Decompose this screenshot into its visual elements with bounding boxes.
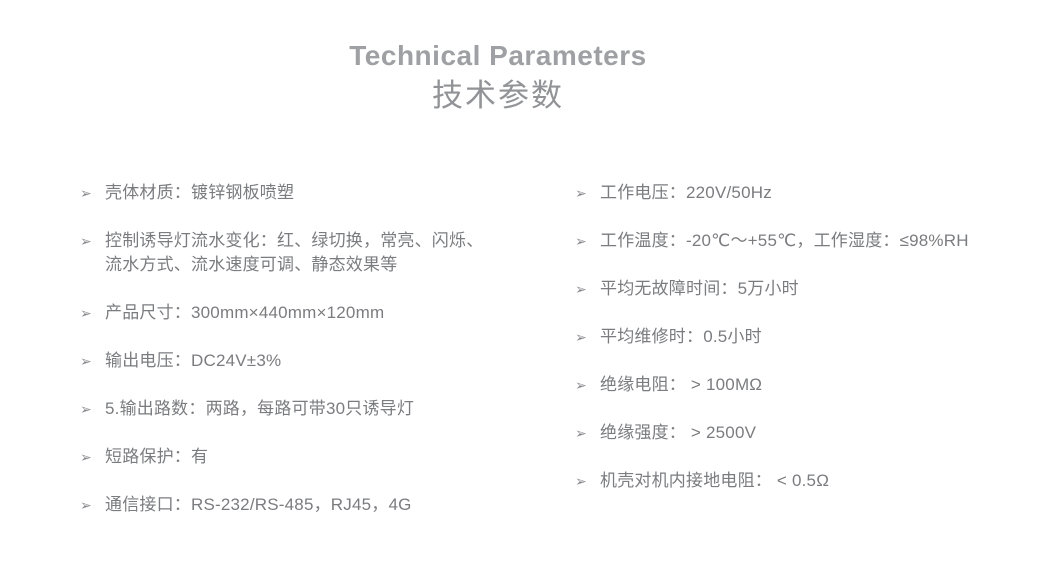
arrow-bullet-icon: ➢ xyxy=(575,473,587,489)
spec-item-text: 绝缘电阻： > 100MΩ xyxy=(600,375,763,394)
spec-item-mean-repair-time: ➢ 平均维修时：0.5小时 xyxy=(575,325,1045,349)
arrow-bullet-icon: ➢ xyxy=(80,305,92,321)
spec-item-working-temperature: ➢ 工作温度：-20℃～+55℃，工作湿度：≤98%RH xyxy=(575,229,1045,253)
arrow-bullet-icon: ➢ xyxy=(575,377,587,393)
spec-item-working-voltage: ➢ 工作电压：220V/50Hz xyxy=(575,181,1045,205)
spec-column-left: ➢ 壳体材质：镀锌钢板喷塑 ➢ 控制诱导灯流水变化：红、绿切换，常亮、闪烁、 流… xyxy=(80,181,575,541)
spec-item-text: 机壳对机内接地电阻： < 0.5Ω xyxy=(600,471,830,490)
arrow-bullet-icon: ➢ xyxy=(80,353,92,369)
spec-columns: ➢ 壳体材质：镀锌钢板喷塑 ➢ 控制诱导灯流水变化：红、绿切换，常亮、闪烁、 流… xyxy=(80,181,1045,541)
page-title-chinese: 技术参数 xyxy=(432,78,564,113)
spec-item-output-channels: ➢ 5.输出路数：两路，每路可带30只诱导灯 xyxy=(80,397,575,421)
arrow-bullet-icon: ➢ xyxy=(80,401,92,417)
spec-item-short-circuit-protection: ➢ 短路保护：有 xyxy=(80,445,575,469)
arrow-bullet-icon: ➢ xyxy=(575,329,587,345)
arrow-bullet-icon: ➢ xyxy=(575,425,587,441)
spec-item-text: 5.输出路数：两路，每路可带30只诱导灯 xyxy=(105,399,415,418)
page-title-block: Technical Parameters 技术参数 xyxy=(0,41,996,114)
spec-item-text: 平均维修时：0.5小时 xyxy=(600,327,762,346)
arrow-bullet-icon: ➢ xyxy=(80,497,92,513)
spec-item-output-voltage: ➢ 输出电压：DC24V±3% xyxy=(80,349,575,373)
arrow-bullet-icon: ➢ xyxy=(80,449,92,465)
arrow-bullet-icon: ➢ xyxy=(80,185,92,201)
spec-item-text: 工作温度：-20℃～+55℃，工作湿度：≤98%RH xyxy=(600,231,969,250)
spec-item-text: 壳体材质：镀锌钢板喷塑 xyxy=(105,183,295,202)
arrow-bullet-icon: ➢ xyxy=(575,185,587,201)
spec-item-housing-material: ➢ 壳体材质：镀锌钢板喷塑 xyxy=(80,181,575,205)
spec-item-text: 输出电压：DC24V±3% xyxy=(105,351,282,370)
spec-item-text: 平均无故障时间：5万小时 xyxy=(600,279,799,298)
spec-item-communication-interface: ➢ 通信接口：RS-232/RS-485，RJ45，4G xyxy=(80,493,575,517)
spec-item-text: 绝缘强度： > 2500V xyxy=(600,423,757,442)
spec-item-light-control: ➢ 控制诱导灯流水变化：红、绿切换，常亮、闪烁、 流水方式、流水速度可调、静态效… xyxy=(80,229,575,277)
arrow-bullet-icon: ➢ xyxy=(575,233,587,249)
spec-item-text: 控制诱导灯流水变化：红、绿切换，常亮、闪烁、 流水方式、流水速度可调、静态效果等 xyxy=(105,231,484,274)
spec-item-insulation-strength: ➢ 绝缘强度： > 2500V xyxy=(575,421,1045,445)
spec-item-product-size: ➢ 产品尺寸：300mm×440mm×120mm xyxy=(80,301,575,325)
spec-item-grounding-resistance: ➢ 机壳对机内接地电阻： < 0.5Ω xyxy=(575,469,1045,493)
spec-column-right: ➢ 工作电压：220V/50Hz ➢ 工作温度：-20℃～+55℃，工作湿度：≤… xyxy=(575,181,1045,517)
arrow-bullet-icon: ➢ xyxy=(575,281,587,297)
spec-item-insulation-resistance: ➢ 绝缘电阻： > 100MΩ xyxy=(575,373,1045,397)
page-title-english: Technical Parameters xyxy=(349,40,647,71)
spec-item-text: 工作电压：220V/50Hz xyxy=(600,183,772,202)
spec-item-text: 通信接口：RS-232/RS-485，RJ45，4G xyxy=(105,495,412,514)
arrow-bullet-icon: ➢ xyxy=(80,233,92,249)
spec-item-text: 短路保护：有 xyxy=(105,447,209,466)
spec-item-text: 产品尺寸：300mm×440mm×120mm xyxy=(105,303,385,322)
spec-item-mtbf: ➢ 平均无故障时间：5万小时 xyxy=(575,277,1045,301)
